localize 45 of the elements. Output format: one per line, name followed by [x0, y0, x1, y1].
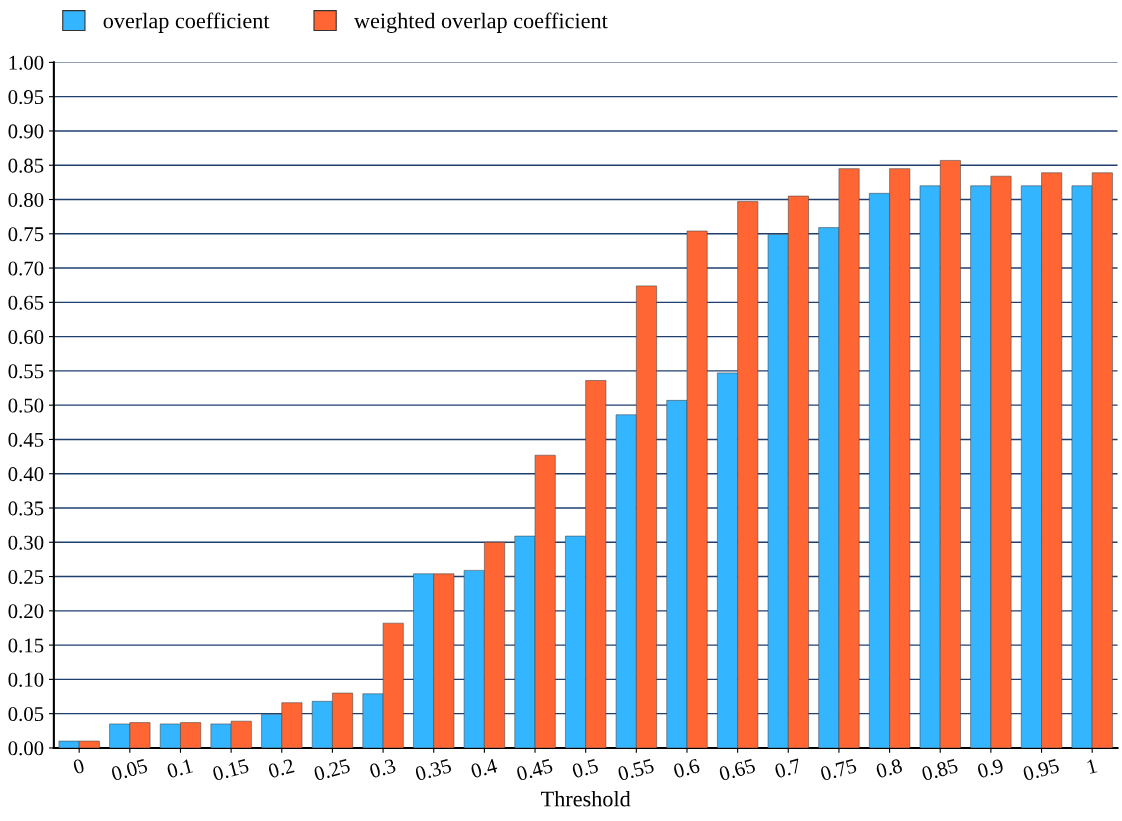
x-tick-label: 0.95 — [1022, 758, 1060, 782]
x-tick-label: 0.35 — [414, 758, 452, 782]
x-tick-label: 0 — [72, 758, 85, 775]
x-tick-label: 0.85 — [921, 758, 959, 782]
x-tick-label: 0.25 — [313, 758, 351, 782]
y-tick-label: 0.90 — [8, 124, 44, 139]
y-tick-label: 0.80 — [8, 192, 44, 208]
y-tick-label: 0.45 — [8, 432, 44, 447]
x-tick-label: 0.6 — [672, 758, 701, 779]
y-tick-label: 0.20 — [8, 604, 44, 619]
legend-label: weighted overlap coefficient — [354, 12, 608, 33]
x-tick-label: 0.75 — [819, 758, 858, 782]
y-tick-label: 0.85 — [8, 158, 44, 173]
y-tick-label: 0.70 — [8, 261, 44, 276]
y-tick-label: 0.10 — [8, 672, 44, 687]
y-tick-label: 0.75 — [8, 227, 44, 242]
y-tick-label: 0.40 — [8, 467, 44, 482]
y-tick-label: 0.60 — [8, 329, 44, 345]
x-tick-label: 0.45 — [515, 758, 554, 782]
x-axis-title: Threshold — [541, 790, 631, 807]
y-tick-label: 0.95 — [8, 90, 44, 105]
x-tick-label: 0.3 — [368, 758, 397, 779]
x-tick-label: 0.2 — [267, 758, 295, 779]
y-tick-label: 0.55 — [8, 364, 44, 379]
y-tick-label: 1.00 — [9, 55, 44, 70]
y-tick-label: 0.50 — [8, 398, 44, 413]
x-tick-label: 0.65 — [718, 758, 756, 782]
y-tick-label: 0.30 — [8, 535, 44, 550]
x-tick-label: 0.55 — [617, 758, 655, 782]
y-tick-label: 0.35 — [8, 501, 44, 516]
x-tick-label: 0.05 — [110, 758, 149, 782]
y-tick-label: 0.00 — [8, 741, 44, 756]
legend-label: overlap coefficient — [103, 12, 270, 33]
x-tick-label: 0.1 — [166, 758, 194, 779]
x-tick-label: 0.15 — [212, 758, 250, 782]
y-tick-label: 0.65 — [8, 295, 44, 310]
x-tick-label: 1 — [1086, 758, 1098, 774]
x-tick-label: 0.7 — [774, 758, 802, 779]
x-tick-label: 0.4 — [470, 758, 499, 779]
y-tick-label: 0.05 — [8, 707, 44, 722]
x-tick-label: 0.9 — [976, 758, 1005, 779]
y-tick-label: 0.15 — [8, 638, 44, 653]
y-tick-label: 0.25 — [8, 569, 44, 585]
x-tick-label: 0.8 — [875, 758, 903, 779]
x-tick-label: 0.5 — [571, 758, 599, 779]
